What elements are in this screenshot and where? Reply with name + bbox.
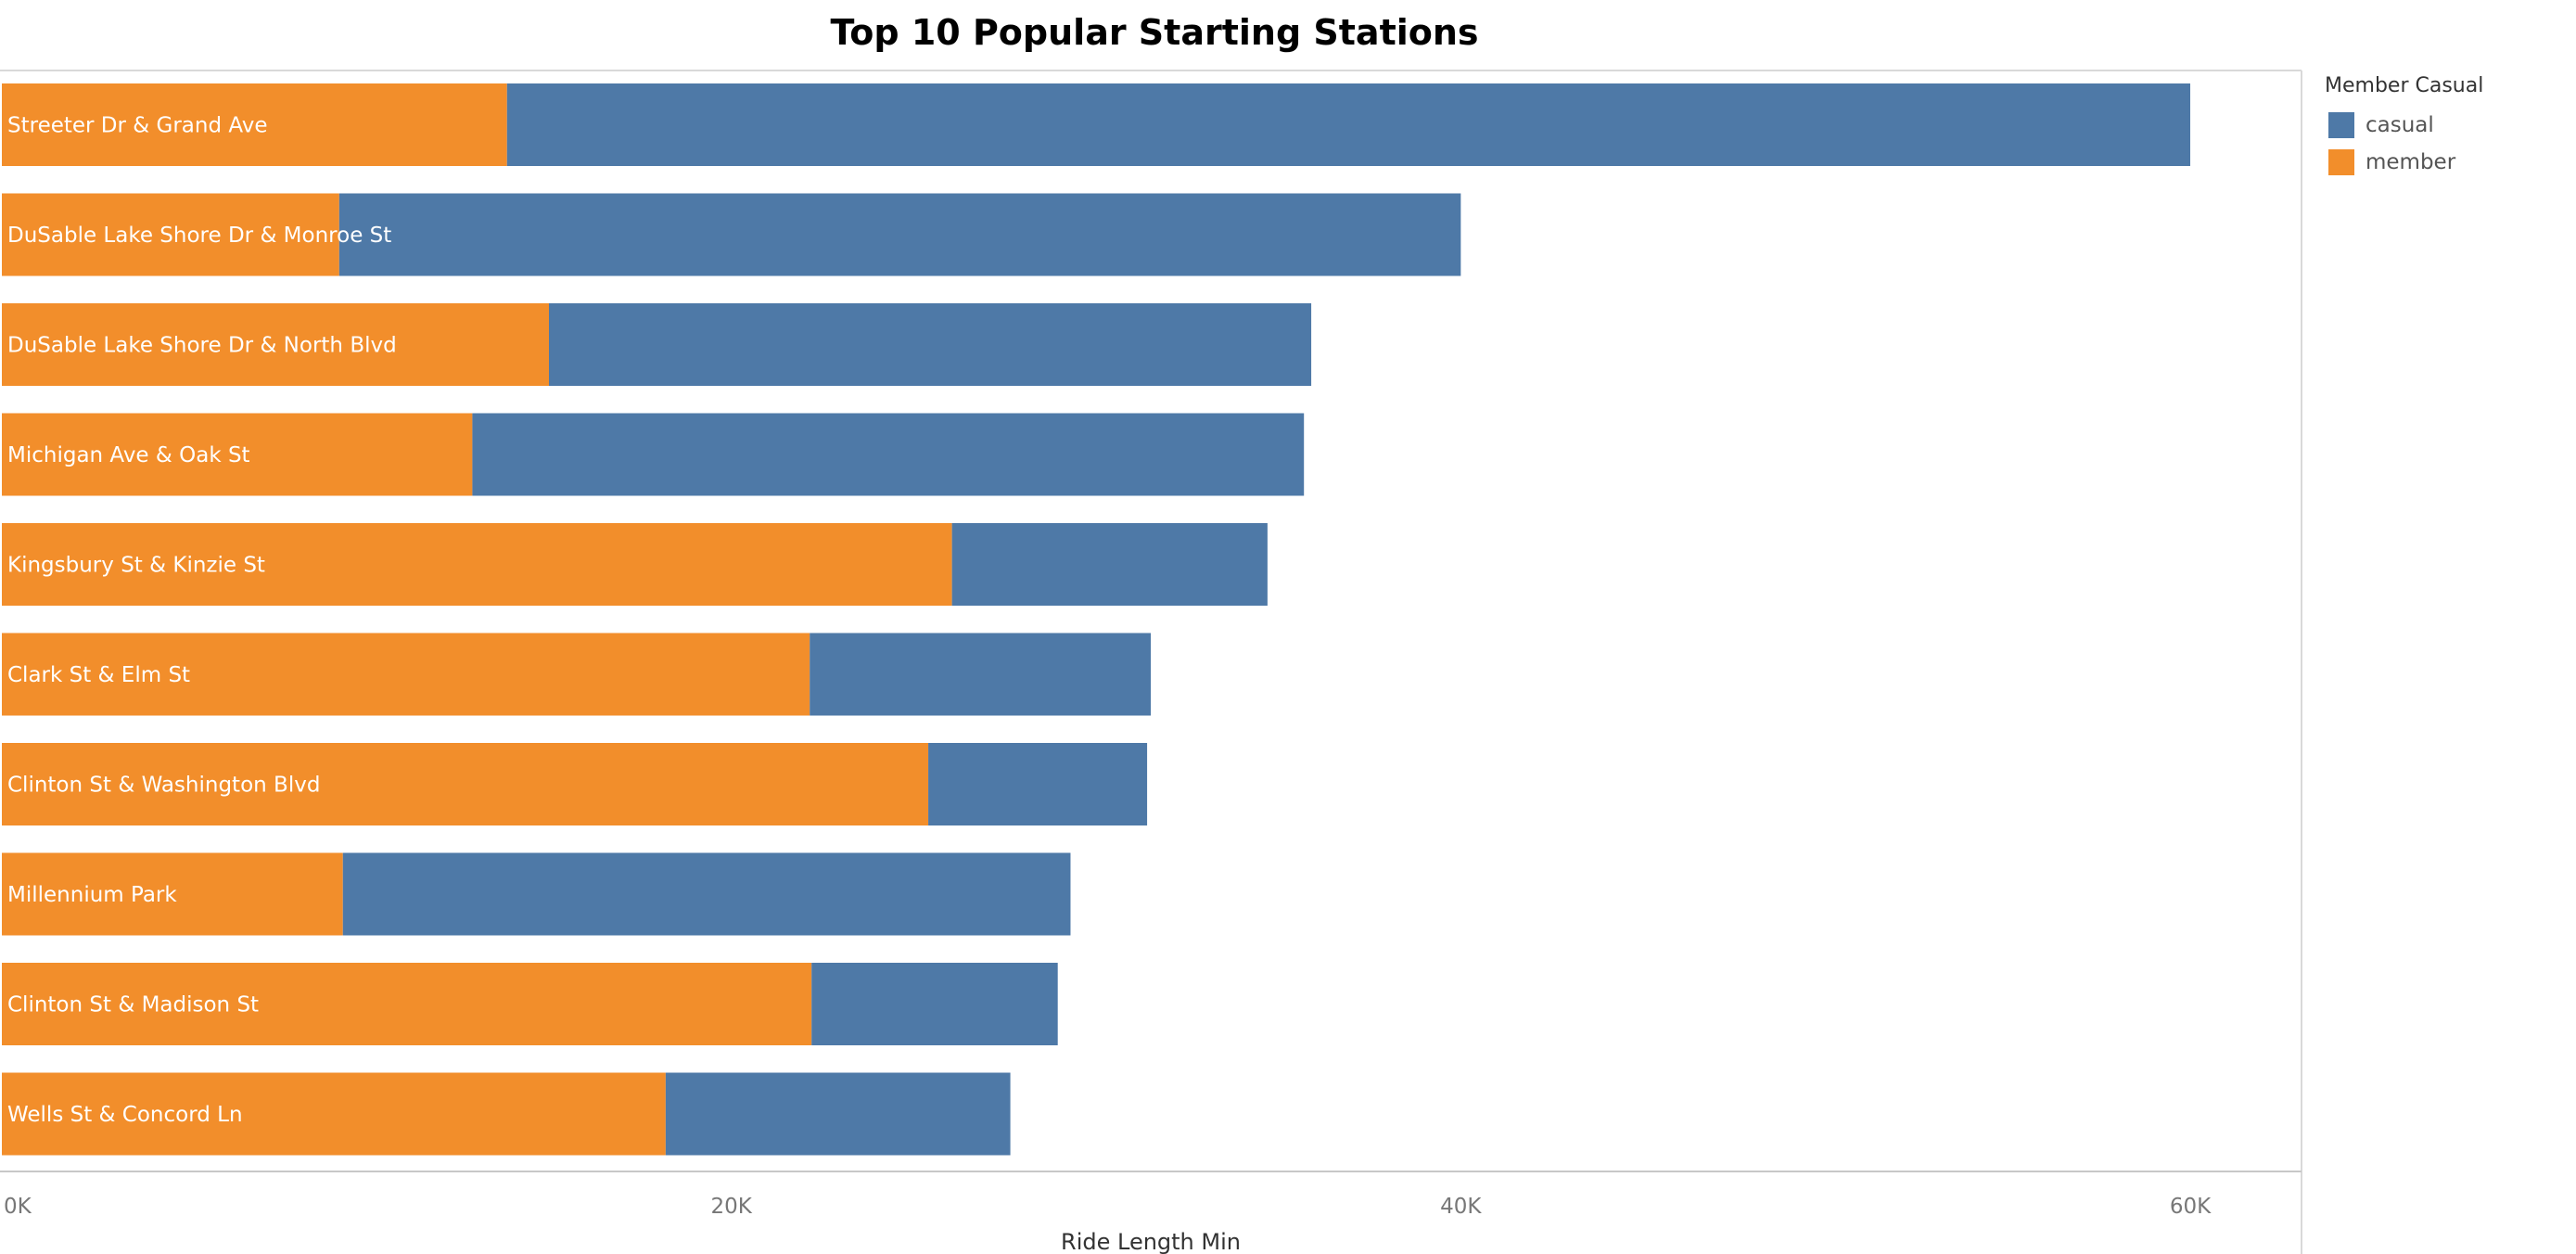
bar-member-3[interactable] bbox=[2, 413, 473, 496]
legend-item-member[interactable]: member bbox=[2325, 144, 2483, 181]
bar-chart: Streeter Dr & Grand Ave DuSable Lake Shor… bbox=[0, 70, 2302, 1254]
category-label-7: Millennium Park bbox=[7, 883, 177, 907]
legend: Member Casual casual member bbox=[2325, 74, 2483, 181]
chart-title: Top 10 Popular Starting Stations bbox=[830, 12, 1479, 53]
bar-casual-2[interactable] bbox=[549, 303, 1312, 386]
bar-casual-0[interactable] bbox=[506, 83, 2191, 166]
category-label-9: Wells St & Concord Ln bbox=[7, 1103, 243, 1127]
x-axis: 0K 20K 40K 60K Ride Length Min bbox=[0, 70, 2302, 1254]
bar-casual-9[interactable] bbox=[665, 1072, 1011, 1156]
category-label-6: Clinton St & Washington Blvd bbox=[7, 774, 320, 798]
bar-member-1[interactable] bbox=[2, 193, 339, 276]
bar-casual-3[interactable] bbox=[472, 413, 1305, 496]
bar-member-8[interactable] bbox=[2, 963, 812, 1045]
category-label-4: Kingsbury St & Kinzie St bbox=[7, 554, 265, 578]
legend-title: Member Casual bbox=[2325, 74, 2484, 97]
x-tick-label-3: 60K bbox=[2170, 1195, 2212, 1219]
category-label-5: Clark St & Elm St bbox=[7, 663, 190, 687]
bar-member-0[interactable] bbox=[2, 83, 507, 166]
legend-swatch-member bbox=[2328, 149, 2354, 175]
bar-member-4[interactable] bbox=[2, 523, 952, 606]
category-label-2: DuSable Lake Shore Dr & North Blvd bbox=[7, 334, 397, 358]
category-labels-layer: Streeter Dr & Grand Ave DuSable Lake Shor… bbox=[7, 114, 397, 1128]
bar-casual-1[interactable] bbox=[338, 193, 1461, 276]
category-label-1: DuSable Lake Shore Dr & Monroe St bbox=[7, 224, 391, 248]
bar-member-2[interactable] bbox=[2, 303, 549, 386]
x-tick-label-2: 40K bbox=[1440, 1195, 1482, 1219]
legend-item-casual[interactable]: casual bbox=[2325, 107, 2483, 144]
bar-casual-5[interactable] bbox=[810, 633, 1151, 716]
x-tick-label-0: 0K bbox=[4, 1195, 32, 1219]
bar-member-5[interactable] bbox=[2, 633, 810, 716]
bar-member-9[interactable] bbox=[2, 1072, 666, 1156]
legend-swatch-casual bbox=[2328, 112, 2354, 138]
bar-casual-8[interactable] bbox=[811, 963, 1058, 1045]
x-axis-title: Ride Length Min bbox=[1061, 1229, 1241, 1254]
legend-label-casual: casual bbox=[2366, 113, 2434, 137]
bar-casual-4[interactable] bbox=[951, 523, 1268, 606]
x-tick-label-1: 20K bbox=[710, 1195, 752, 1219]
legend-label-member: member bbox=[2366, 150, 2456, 174]
bar-casual-6[interactable] bbox=[928, 743, 1148, 825]
bar-member-6[interactable] bbox=[2, 743, 929, 825]
category-label-3: Michigan Ave & Oak St bbox=[7, 443, 250, 467]
bar-casual-7[interactable] bbox=[342, 852, 1071, 936]
bars-layer bbox=[2, 83, 2191, 1156]
bar-member-7[interactable] bbox=[2, 852, 343, 936]
category-label-0: Streeter Dr & Grand Ave bbox=[7, 114, 268, 138]
category-label-8: Clinton St & Madison St bbox=[7, 993, 259, 1017]
